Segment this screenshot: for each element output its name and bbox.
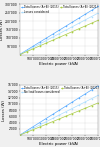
Total losses (A+B) (2015): [78, 97, 79, 99]
Losses considered: [84, 19, 86, 21]
Total losses (A+B) (2015): [32, 126, 34, 128]
Losses considered: [71, 26, 73, 28]
Total losses (A+B) (2021): [84, 25, 86, 27]
Losses considered: [52, 36, 53, 38]
No-load losses considered: [84, 101, 86, 103]
Total losses (A+B) (2015): [84, 14, 86, 15]
No-load losses considered: [58, 114, 60, 116]
Total losses (A+B) (2021): [32, 129, 34, 131]
Total losses (A+B) (2021): [65, 34, 66, 35]
Total losses (A+B) (2021): [26, 51, 27, 53]
Total losses (A+B) (2021): [45, 42, 47, 44]
Total losses (A+B) (2021): [52, 39, 53, 41]
Total losses (A+B) (2015): [97, 6, 99, 7]
Line: Total losses (A+B) (2015): Total losses (A+B) (2015): [19, 85, 99, 136]
X-axis label: Electric power (kVA): Electric power (kVA): [39, 61, 79, 66]
Line: Total losses (A+B) (2021): Total losses (A+B) (2021): [19, 102, 99, 136]
Total losses (A+B) (2015): [39, 122, 40, 123]
No-load losses considered: [19, 134, 21, 136]
Total losses (A+B) (2021): [71, 31, 73, 33]
Total losses (A+B) (2021): [58, 118, 60, 120]
Total losses (A+B) (2015): [26, 49, 27, 51]
Total losses (A+B) (2015): [91, 89, 92, 91]
Losses considered: [32, 47, 34, 48]
Losses considered: [91, 16, 92, 17]
Total losses (A+B) (2021): [91, 105, 92, 107]
Total losses (A+B) (2015): [52, 33, 53, 35]
Total losses (A+B) (2021): [39, 45, 40, 47]
Total losses (A+B) (2015): [71, 101, 73, 103]
Total losses (A+B) (2015): [65, 105, 66, 107]
Total losses (A+B) (2015): [91, 10, 92, 11]
Total losses (A+B) (2015): [45, 118, 47, 120]
No-load losses considered: [52, 118, 53, 119]
Total losses (A+B) (2021): [78, 28, 79, 30]
Total losses (A+B) (2021): [58, 37, 60, 38]
Total losses (A+B) (2021): [19, 134, 21, 136]
No-load losses considered: [45, 121, 47, 123]
No-load losses considered: [97, 95, 99, 96]
Total losses (A+B) (2021): [65, 115, 66, 117]
Total losses (A+B) (2015): [78, 17, 79, 19]
Total losses (A+B) (2015): [65, 25, 66, 27]
Y-axis label: Losses (W): Losses (W): [0, 19, 4, 40]
Total losses (A+B) (2021): [97, 19, 99, 21]
Total losses (A+B) (2015): [19, 134, 21, 136]
Legend: Total losses (A+B) (2015), No-load losses considered, Total losses (A+B) (2021): Total losses (A+B) (2015), No-load losse…: [21, 85, 99, 94]
Losses considered: [45, 40, 47, 41]
Total losses (A+B) (2021): [32, 48, 34, 50]
Total losses (A+B) (2021): [91, 22, 92, 24]
No-load losses considered: [65, 111, 66, 113]
Total losses (A+B) (2021): [78, 110, 79, 112]
Line: No-load losses considered: No-load losses considered: [19, 95, 99, 136]
Legend: Total losses (A+B) (2015), Losses considered, Total losses (A+B) (2021): Total losses (A+B) (2015), Losses consid…: [21, 5, 98, 14]
Total losses (A+B) (2015): [26, 130, 27, 132]
Total losses (A+B) (2015): [52, 114, 53, 115]
Losses considered: [78, 23, 79, 24]
Total losses (A+B) (2015): [58, 110, 60, 111]
Losses considered: [58, 33, 60, 35]
Total losses (A+B) (2015): [19, 53, 21, 55]
Losses considered: [26, 50, 27, 52]
Losses considered: [97, 12, 99, 14]
No-load losses considered: [39, 124, 40, 126]
Total losses (A+B) (2021): [19, 54, 21, 55]
Losses considered: [39, 43, 40, 45]
Line: Losses considered: Losses considered: [19, 13, 99, 55]
Line: Total losses (A+B) (2015): Total losses (A+B) (2015): [19, 6, 99, 55]
Total losses (A+B) (2021): [52, 121, 53, 123]
X-axis label: Electric power (kVA): Electric power (kVA): [39, 142, 79, 146]
Total losses (A+B) (2015): [32, 45, 34, 47]
No-load losses considered: [78, 104, 79, 106]
No-load losses considered: [32, 127, 34, 129]
Total losses (A+B) (2021): [84, 107, 86, 109]
Total losses (A+B) (2021): [39, 126, 40, 128]
Total losses (A+B) (2015): [84, 93, 86, 95]
Total losses (A+B) (2015): [45, 37, 47, 39]
Total losses (A+B) (2021): [71, 113, 73, 115]
No-load losses considered: [91, 98, 92, 100]
Total losses (A+B) (2021): [97, 102, 99, 104]
Total losses (A+B) (2015): [97, 85, 99, 87]
Total losses (A+B) (2015): [58, 29, 60, 31]
Total losses (A+B) (2015): [71, 21, 73, 23]
Total losses (A+B) (2021): [45, 123, 47, 125]
Total losses (A+B) (2021): [26, 132, 27, 133]
Losses considered: [65, 29, 66, 31]
Total losses (A+B) (2015): [39, 41, 40, 43]
Y-axis label: Losses (W): Losses (W): [2, 100, 6, 121]
Losses considered: [19, 54, 21, 55]
Line: Total losses (A+B) (2021): Total losses (A+B) (2021): [19, 20, 99, 55]
No-load losses considered: [71, 108, 73, 110]
No-load losses considered: [26, 131, 27, 133]
